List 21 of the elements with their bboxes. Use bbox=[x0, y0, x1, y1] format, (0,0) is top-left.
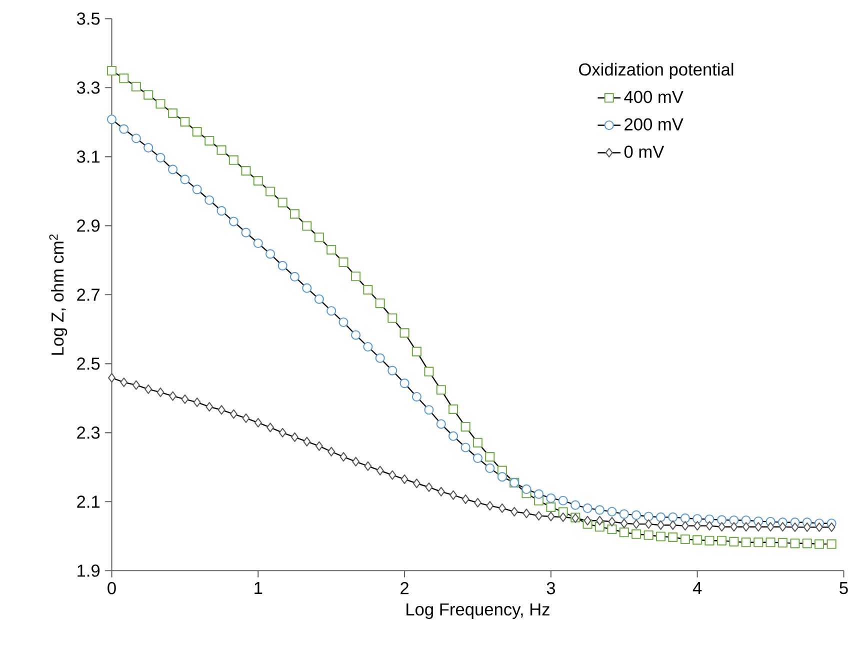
x-tick-label: 1 bbox=[254, 582, 262, 594]
y-axis-title: Log Z, ohm cm$^{2}$ bbox=[49, 234, 68, 355]
x-tick-label: 2 bbox=[400, 582, 408, 594]
y-tick-label: 3.3 bbox=[76, 82, 100, 94]
legend-title: Oxidization potential bbox=[579, 62, 734, 80]
legend-label: 200 mV bbox=[624, 118, 684, 130]
legend-label: 400 mV bbox=[624, 90, 684, 104]
x-axis-title: Log Frequency, Hz bbox=[406, 603, 550, 619]
y-tick-label: 3.5 bbox=[76, 12, 100, 25]
y-tick-label: 1.9 bbox=[78, 564, 100, 577]
x-tick-label: 0 bbox=[108, 582, 116, 594]
y-tick-label: 2.3 bbox=[77, 426, 100, 439]
x-tick-label: 3 bbox=[546, 582, 556, 594]
y-tick-label: 2.7 bbox=[77, 288, 100, 301]
y-tick-label: 2.5 bbox=[77, 358, 100, 370]
x-tick-label: 5 bbox=[840, 582, 848, 594]
legend-label: 0 mV bbox=[624, 146, 664, 158]
y-tick-label: 2.1 bbox=[77, 496, 100, 508]
y-tick-label: 3.1 bbox=[76, 150, 100, 163]
y-tick-label: 2.9 bbox=[77, 220, 100, 232]
x-tick-label: 4 bbox=[692, 582, 702, 594]
